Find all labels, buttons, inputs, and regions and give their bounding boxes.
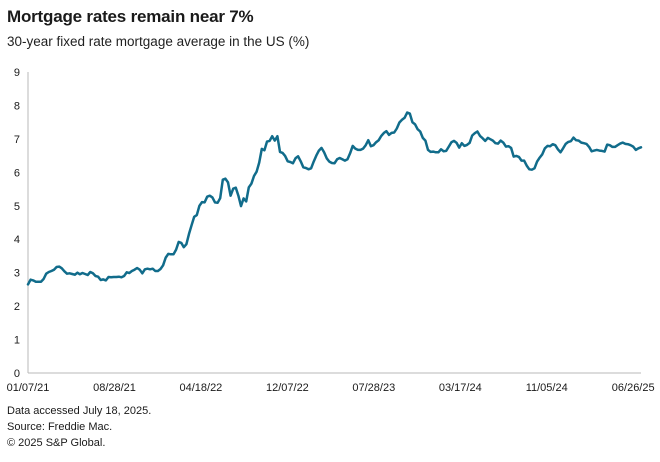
footnote-accessed: Data accessed July 18, 2025. bbox=[7, 405, 152, 417]
footnote-source: Source: Freddie Mac. bbox=[7, 421, 113, 433]
x-tick-label: 06/26/25 bbox=[612, 382, 655, 394]
y-tick-label: 7 bbox=[14, 134, 20, 146]
x-tick-label: 12/07/22 bbox=[266, 382, 309, 394]
chart-footnotes: Data accessed July 18, 2025. Source: Fre… bbox=[7, 403, 151, 451]
chart-title: Mortgage rates remain near 7% bbox=[7, 7, 254, 26]
y-tick-label: 4 bbox=[14, 234, 20, 246]
x-tick-label: 08/28/21 bbox=[93, 382, 136, 394]
footnote-copyright: © 2025 S&P Global. bbox=[7, 437, 106, 449]
y-tick-label: 9 bbox=[14, 67, 20, 79]
y-tick-label: 6 bbox=[14, 167, 20, 179]
y-tick-label: 8 bbox=[14, 100, 20, 112]
chart-subtitle: 30-year fixed rate mortgage average in t… bbox=[7, 34, 310, 49]
x-tick-label: 07/28/23 bbox=[352, 382, 395, 394]
x-tick-label: 04/18/22 bbox=[179, 382, 222, 394]
y-tick-label: 0 bbox=[14, 368, 20, 380]
mortgage-rate-series-line bbox=[26, 111, 643, 286]
y-tick-label: 1 bbox=[14, 335, 20, 347]
y-tick-label: 3 bbox=[14, 268, 20, 280]
x-tick-label: 03/17/24 bbox=[439, 382, 482, 394]
x-tick-label: 01/07/21 bbox=[7, 382, 50, 394]
y-tick-label: 2 bbox=[14, 301, 20, 313]
y-tick-label: 5 bbox=[14, 201, 20, 213]
x-tick-label: 11/05/24 bbox=[526, 382, 568, 394]
